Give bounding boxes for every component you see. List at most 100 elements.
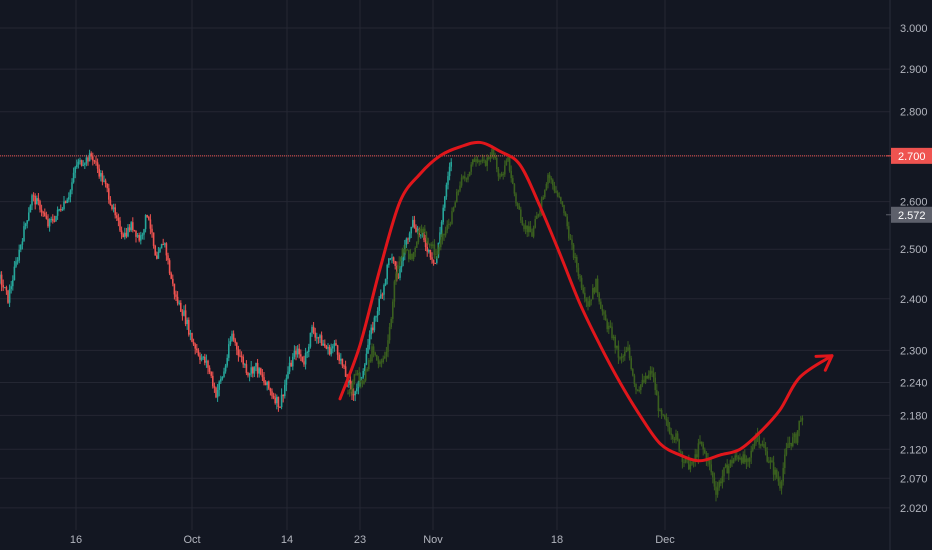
price-candle-body bbox=[124, 232, 126, 238]
projection-candle-body bbox=[537, 214, 540, 216]
projection-candle-body bbox=[739, 457, 741, 460]
projection-candle-body bbox=[433, 244, 436, 255]
x-tick-label: Oct bbox=[183, 534, 200, 546]
x-tick-label: 16 bbox=[70, 534, 82, 546]
projection-candle-body bbox=[476, 159, 479, 162]
projection-candle-body bbox=[616, 345, 618, 348]
price-candle-body bbox=[290, 362, 292, 367]
projection-candle-body bbox=[369, 360, 372, 362]
price-candle-body bbox=[148, 216, 150, 220]
projection-candle-body bbox=[539, 210, 541, 215]
price-candle-body bbox=[288, 362, 291, 372]
price-candle-body bbox=[364, 364, 366, 371]
projection-candle-body bbox=[664, 415, 666, 419]
price-candle-body bbox=[44, 212, 46, 217]
projection-candle-body bbox=[462, 176, 464, 178]
projection-candles bbox=[347, 144, 804, 502]
price-candle-body bbox=[194, 344, 196, 349]
projection-candle-body bbox=[678, 439, 680, 452]
projection-candle-body bbox=[571, 239, 573, 245]
price-candle-body bbox=[141, 234, 144, 236]
time-axis[interactable]: 16 Oct 14 23 Nov 18 Dec bbox=[70, 534, 675, 546]
price-candle-body bbox=[274, 397, 276, 404]
projection-candle-body bbox=[374, 352, 376, 356]
projection-candle-body bbox=[673, 439, 676, 441]
projection-candle-body bbox=[564, 213, 567, 217]
price-candle-body bbox=[432, 259, 435, 263]
projection-candle-body bbox=[761, 444, 764, 446]
projection-candle-body bbox=[488, 157, 490, 159]
price-candle-body bbox=[240, 356, 243, 358]
price-candle-body bbox=[84, 163, 86, 165]
price-candle-body bbox=[205, 360, 208, 363]
price-candle-body bbox=[132, 222, 134, 230]
price-candle-body bbox=[159, 248, 161, 252]
x-tick-label: Dec bbox=[655, 534, 675, 546]
projection-candle-body bbox=[726, 464, 728, 474]
price-candle-body bbox=[352, 393, 355, 396]
projection-candle-body bbox=[612, 336, 615, 339]
projection-candle-body bbox=[665, 418, 668, 421]
price-candle-body bbox=[208, 367, 211, 372]
price-candle-body bbox=[7, 290, 9, 303]
projection-candle-body bbox=[603, 311, 605, 315]
price-candle-body bbox=[426, 246, 428, 252]
price-candle-body bbox=[15, 261, 17, 267]
projection-candle-body bbox=[531, 232, 533, 237]
price-candle-body bbox=[381, 294, 384, 296]
price-candle-body bbox=[130, 222, 132, 231]
projection-candle-body bbox=[368, 360, 370, 370]
price-candle-body bbox=[303, 361, 305, 365]
projection-candle-body bbox=[708, 458, 711, 465]
price-candle-body bbox=[151, 228, 153, 233]
projection-candle-body bbox=[372, 346, 375, 353]
projection-candle-body bbox=[555, 190, 557, 193]
projection-candle-body bbox=[593, 288, 596, 293]
price-candle-body bbox=[373, 317, 376, 331]
price-candle-body bbox=[368, 334, 371, 345]
price-candle-body bbox=[287, 371, 289, 379]
resistance-badge-label: 2.700 bbox=[898, 151, 926, 163]
projection-candle-body bbox=[684, 457, 687, 463]
price-candle-body bbox=[133, 229, 136, 231]
projection-candle-body bbox=[347, 393, 349, 395]
price-candle-body bbox=[399, 267, 401, 278]
projection-candle-body bbox=[702, 444, 704, 450]
projection-candle-body bbox=[427, 238, 429, 244]
projection-candle-body bbox=[784, 454, 786, 469]
price-candle-body bbox=[245, 364, 248, 373]
y-tick-label: 2.240 bbox=[900, 377, 928, 389]
projection-candle-body bbox=[651, 370, 653, 374]
projection-candle-body bbox=[785, 448, 788, 455]
price-candle-body bbox=[52, 218, 54, 221]
projection-candle-body bbox=[627, 347, 629, 351]
projection-candle-body bbox=[646, 375, 648, 379]
projection-candle-body bbox=[769, 460, 772, 463]
y-tick-label: 3.000 bbox=[900, 23, 928, 35]
price-candle-body bbox=[356, 388, 358, 392]
price-candle-body bbox=[372, 327, 374, 331]
price-candle-body bbox=[349, 379, 352, 385]
price-candle-body bbox=[21, 241, 24, 245]
projection-candle-body bbox=[636, 389, 639, 391]
price-candle-body bbox=[338, 354, 340, 361]
price-candle-body bbox=[183, 310, 185, 316]
price-candle-body bbox=[39, 201, 41, 210]
projection-candle-body bbox=[604, 314, 607, 321]
projection-candle-body bbox=[748, 457, 751, 462]
price-candle-body bbox=[253, 366, 256, 374]
price-candle-body bbox=[93, 160, 96, 162]
projection-candle-body bbox=[774, 469, 776, 475]
price-candle-body bbox=[0, 274, 3, 286]
projection-candle-body bbox=[691, 461, 693, 465]
price-candle-body bbox=[354, 391, 356, 396]
projection-candle-body bbox=[420, 228, 423, 233]
projection-candle-body bbox=[355, 374, 357, 376]
projection-candle-body bbox=[620, 356, 623, 359]
price-candle-body bbox=[428, 249, 430, 252]
projection-candle-body bbox=[350, 389, 352, 392]
price-candle-body bbox=[23, 226, 25, 242]
projection-candle-body bbox=[590, 299, 592, 301]
projection-candle-body bbox=[656, 390, 658, 396]
